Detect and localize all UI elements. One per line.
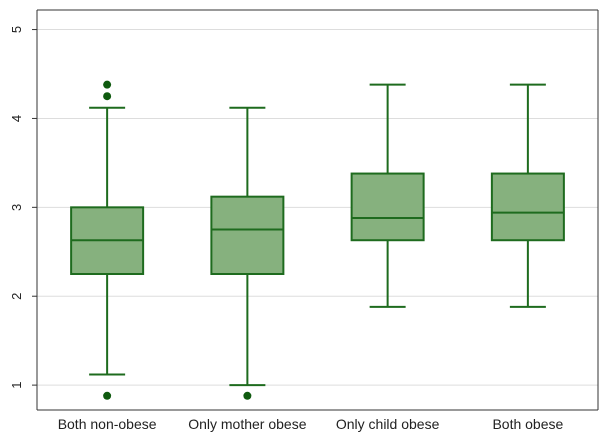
x-category-label-both-obese: Both obese	[492, 416, 563, 432]
labels: 1 2 3 4 5 Both non-obese Only mother obese Only…	[9, 26, 564, 432]
outlier-point-2	[103, 80, 112, 89]
box-both-non-obese	[70, 80, 145, 400]
outlier-point-0	[103, 391, 112, 400]
x-category-label-both-non-obese: Both non-obese	[58, 416, 157, 432]
box-iqr	[490, 172, 565, 242]
outlier-point-0	[243, 391, 252, 400]
box-iqr	[350, 172, 425, 242]
box-both-obese	[490, 83, 565, 308]
y-tick-label-5: 5	[9, 26, 24, 33]
box-iqr	[210, 195, 285, 276]
outlier-point-1	[103, 92, 112, 101]
y-tick-label-3: 3	[9, 204, 24, 211]
y-tick-label-1: 1	[9, 381, 24, 388]
boxes	[70, 80, 565, 400]
axes	[32, 9, 599, 411]
x-category-label-only-child-obese: Only child obese	[336, 416, 440, 432]
y-tick-label-4: 4	[9, 115, 24, 122]
box-only-child-obese	[350, 83, 425, 308]
y-tick-label-2: 2	[9, 293, 24, 300]
x-category-label-only-mother-obese: Only mother obese	[188, 416, 306, 432]
box-only-mother-obese	[210, 106, 285, 400]
